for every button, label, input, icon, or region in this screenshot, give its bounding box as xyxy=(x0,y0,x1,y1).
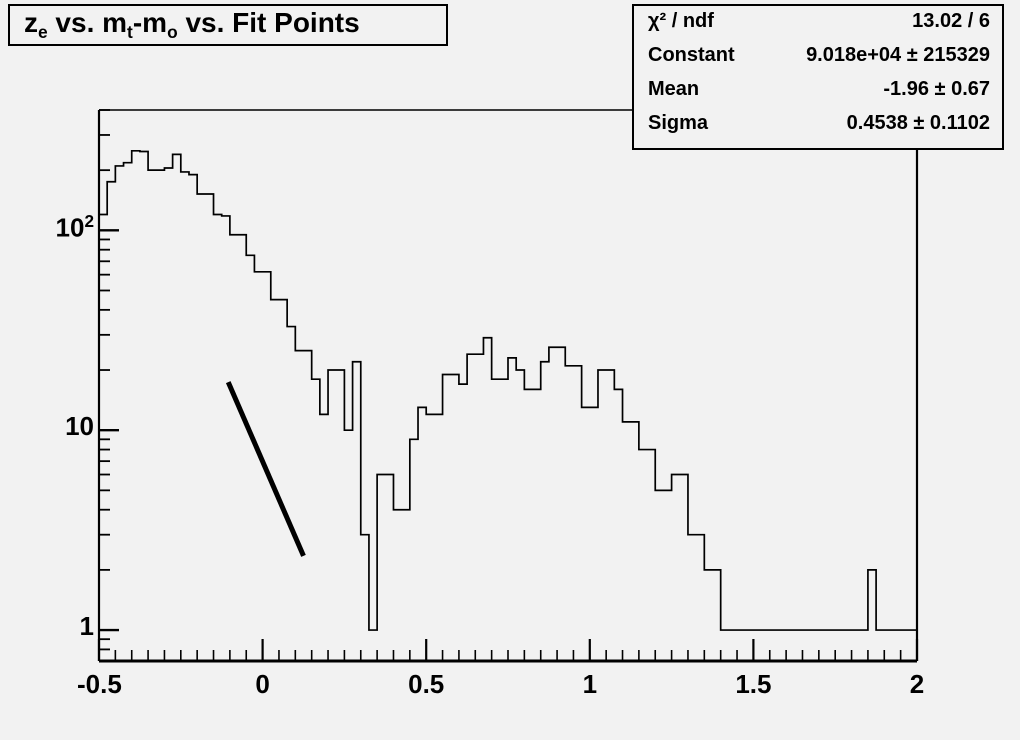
stats-label-mean: Mean xyxy=(648,78,700,100)
y-tick-label: 10 xyxy=(65,411,94,442)
stats-label-sigma: Sigma xyxy=(648,112,709,134)
x-tick-label: 2 xyxy=(909,669,925,699)
stats-value-constant: 9.018e+04 ± 215329 xyxy=(806,44,990,66)
y-tick-label: 1 xyxy=(79,611,94,642)
x-tick-label: 0.5 xyxy=(408,669,445,699)
stats-row-mean: Mean -1.96 ± 0.67 xyxy=(648,78,990,112)
stats-row-sigma: Sigma 0.4538 ± 0.1102 xyxy=(648,112,990,146)
stats-label-chi2: χ² / ndf xyxy=(648,10,714,32)
stats-value-sigma: 0.4538 ± 0.1102 xyxy=(846,112,990,134)
x-tick-label: 0 xyxy=(255,669,270,699)
fit-line xyxy=(225,381,306,557)
stats-value-mean: -1.96 ± 0.67 xyxy=(883,78,990,100)
histogram-steps xyxy=(98,149,918,661)
plot-title-box: ze vs. mt-mo vs. Fit Points xyxy=(8,4,448,46)
x-tick-label: -0.5 xyxy=(77,669,122,699)
stats-row-constant: Constant 9.018e+04 ± 215329 xyxy=(648,44,990,78)
stats-value-chi2: 13.02 / 6 xyxy=(912,10,990,32)
page-title: ze vs. mt-mo vs. Fit Points xyxy=(24,6,360,43)
fit-stats-box: χ² / ndf 13.02 / 6 Constant 9.018e+04 ± … xyxy=(632,4,1004,150)
y-tick-label: 102 xyxy=(55,211,94,243)
x-tick-label: 1 xyxy=(582,669,598,699)
stats-row-chi2: χ² / ndf 13.02 / 6 xyxy=(648,10,990,44)
stats-label-constant: Constant xyxy=(648,44,735,66)
x-tick-label: 1.5 xyxy=(735,669,772,699)
